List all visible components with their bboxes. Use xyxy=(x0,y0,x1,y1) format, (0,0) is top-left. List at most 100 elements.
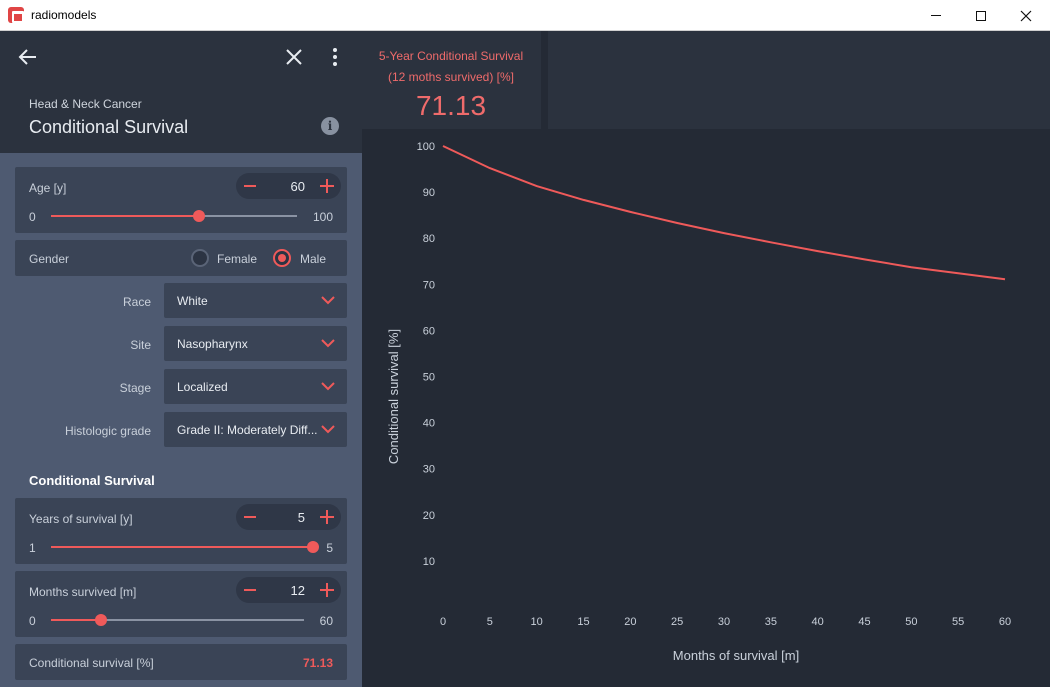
age-value[interactable]: 60 xyxy=(290,179,305,194)
y-tick-label: 90 xyxy=(423,187,435,199)
y-tick-label: 80 xyxy=(423,233,435,245)
y-tick-label: 100 xyxy=(417,141,435,153)
age-min: 0 xyxy=(29,210,36,224)
x-tick-label: 10 xyxy=(531,616,543,628)
months-label: Months survived [m] xyxy=(29,585,137,599)
x-tick-label: 15 xyxy=(577,616,589,628)
result-label: Conditional survival [%] xyxy=(29,656,154,670)
minimize-icon xyxy=(931,15,941,16)
y-tick-label: 30 xyxy=(423,464,435,476)
site-select[interactable]: Nasopharynx xyxy=(164,326,347,361)
settings-panel: Head & Neck Cancer Conditional Survival … xyxy=(0,31,362,687)
kpi-placeholder-box xyxy=(548,31,1050,129)
x-tick-label: 40 xyxy=(812,616,824,628)
female-radio[interactable] xyxy=(191,249,209,267)
info-icon[interactable]: i xyxy=(321,117,339,135)
gender-card: Gender Female Male xyxy=(15,240,347,276)
site-label: Site xyxy=(130,338,151,352)
x-tick-label: 35 xyxy=(765,616,777,628)
site-value: Nasopharynx xyxy=(177,337,248,351)
grade-label: Histologic grade xyxy=(64,424,151,438)
years-value[interactable]: 5 xyxy=(297,510,305,525)
result-card: Conditional survival [%] 71.13 xyxy=(15,644,347,680)
more-vertical-icon[interactable] xyxy=(325,45,345,69)
y-tick-label: 20 xyxy=(423,510,435,522)
months-value[interactable]: 12 xyxy=(290,583,305,598)
chevron-down-icon xyxy=(321,382,335,391)
chart-svg: 10 20 30 40 50 60 70 80 90 100 0 5 10 15 20 25 30 35 40 45 5… xyxy=(386,141,1011,663)
years-card: Years of survival [y] 5 1 5 xyxy=(15,498,347,564)
result-value: 71.13 xyxy=(302,656,333,670)
grade-select[interactable]: Grade II: Moderately Diff... xyxy=(164,412,347,447)
y-tick-label: 60 xyxy=(423,325,435,337)
survival-chart: 10 20 30 40 50 60 70 80 90 100 0 5 10 15 20 25 30 35 40 45 5… xyxy=(362,129,1050,687)
years-slider-thumb[interactable] xyxy=(307,541,319,553)
years-min: 1 xyxy=(29,541,36,555)
months-increment-button[interactable] xyxy=(320,583,334,597)
years-slider-fill xyxy=(51,546,313,548)
race-value: White xyxy=(177,294,208,308)
months-card: Months survived [m] 12 0 60 xyxy=(15,571,347,637)
months-decrement-button[interactable] xyxy=(244,589,256,591)
race-select[interactable]: White xyxy=(164,283,347,318)
title-bar: radiomodels xyxy=(0,0,1050,31)
age-increment-button[interactable] xyxy=(320,179,334,193)
age-label: Age [y] xyxy=(29,181,67,195)
close-icon[interactable] xyxy=(282,45,306,69)
maximize-icon xyxy=(976,10,986,21)
male-radio[interactable] xyxy=(273,249,291,267)
months-slider[interactable] xyxy=(51,614,304,626)
stage-label: Stage xyxy=(119,381,151,395)
age-slider-fill xyxy=(51,215,199,217)
gender-label: Gender xyxy=(29,252,70,266)
months-slider-fill xyxy=(51,619,101,621)
years-label: Years of survival [y] xyxy=(29,512,133,526)
age-max: 100 xyxy=(312,210,333,224)
category-label: Head & Neck Cancer xyxy=(29,97,142,111)
years-stepper: 5 xyxy=(236,504,341,530)
series-line xyxy=(442,145,1006,281)
page-title: Conditional Survival xyxy=(29,117,189,137)
months-min: 0 xyxy=(29,614,36,628)
age-slider[interactable] xyxy=(51,210,297,222)
age-stepper: 60 xyxy=(236,173,341,199)
x-tick-label: 30 xyxy=(718,616,730,628)
stage-value: Localized xyxy=(177,380,228,394)
chevron-down-icon xyxy=(321,425,335,434)
age-decrement-button[interactable] xyxy=(244,185,256,187)
age-slider-thumb[interactable] xyxy=(193,210,205,222)
x-axis-label: Months of survival [m] xyxy=(673,648,799,663)
section-title: Conditional Survival xyxy=(29,473,155,488)
app-icon xyxy=(8,7,24,23)
panel-header: Head & Neck Cancer Conditional Survival … xyxy=(0,31,362,153)
months-max: 60 xyxy=(319,614,333,628)
months-slider-thumb[interactable] xyxy=(95,614,107,626)
x-tick-label: 60 xyxy=(999,616,1011,628)
years-increment-button[interactable] xyxy=(320,510,334,524)
male-label[interactable]: Male xyxy=(300,252,327,266)
y-tick-label: 70 xyxy=(423,279,435,291)
female-label[interactable]: Female xyxy=(217,252,258,266)
age-card: Age [y] 60 0 100 xyxy=(15,167,347,233)
chevron-down-icon xyxy=(321,296,335,305)
years-decrement-button[interactable] xyxy=(244,516,256,518)
y-tick-label: 50 xyxy=(423,372,435,384)
x-tick-label: 20 xyxy=(624,616,636,628)
stage-select[interactable]: Localized xyxy=(164,369,347,404)
x-tick-label: 0 xyxy=(440,616,446,628)
close-icon xyxy=(1020,10,1032,21)
years-slider[interactable] xyxy=(51,541,319,553)
kpi-label: 5-Year Conditional Survival (12 moths su… xyxy=(362,46,540,88)
y-tick-label: 40 xyxy=(423,418,435,430)
months-stepper: 12 xyxy=(236,577,341,603)
minimize-button[interactable] xyxy=(913,0,959,31)
back-arrow-icon[interactable] xyxy=(16,45,40,69)
years-max: 5 xyxy=(326,541,333,555)
kpi-value: 71.13 xyxy=(415,90,487,121)
kpi-label-line1: 5-Year Conditional Survival xyxy=(378,49,524,63)
x-tick-label: 5 xyxy=(487,616,493,628)
window-close-button[interactable] xyxy=(1003,0,1049,31)
window-title: radiomodels xyxy=(31,8,97,22)
x-tick-label: 50 xyxy=(905,616,917,628)
maximize-button[interactable] xyxy=(958,0,1004,31)
